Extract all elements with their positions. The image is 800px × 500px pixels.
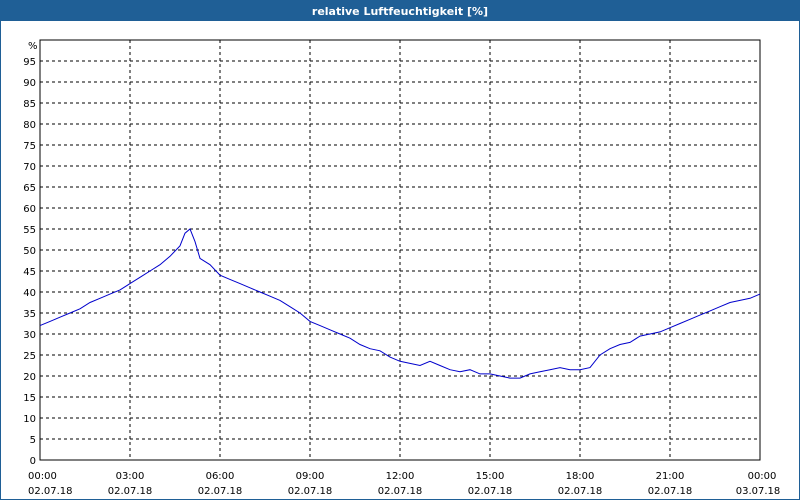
x-tick-time-label: 18:00 <box>566 471 595 482</box>
y-tick-label: 5 <box>30 435 36 446</box>
x-tick-date-label: 02.07.18 <box>378 486 423 497</box>
x-tick-time-label: 06:00 <box>206 471 235 482</box>
y-tick-label: 50 <box>23 246 36 257</box>
y-tick-label: 30 <box>23 330 36 341</box>
chart-titlebar: relative Luftfeuchtigkeit [%] <box>1 1 799 21</box>
x-tick-time-label: 00:00 <box>748 471 777 482</box>
y-tick-label: 80 <box>23 120 36 131</box>
x-tick-date-label: 02.07.18 <box>288 486 333 497</box>
x-tick-date-label: 02.07.18 <box>558 486 603 497</box>
y-tick-label: 70 <box>23 162 36 173</box>
chart-title: relative Luftfeuchtigkeit [%] <box>311 4 489 18</box>
y-tick-label: 90 <box>23 78 36 89</box>
plot-border <box>39 39 761 461</box>
x-tick-time-label: 15:00 <box>476 471 505 482</box>
y-tick-label: 40 <box>23 288 36 299</box>
y-tick-label: 35 <box>23 309 36 320</box>
y-tick-label: 65 <box>23 183 36 194</box>
y-tick-label: 20 <box>23 372 36 383</box>
x-tick-time-label: 00:00 <box>28 471 57 482</box>
x-tick-time-label: 21:00 <box>656 471 685 482</box>
x-tick-date-label: 02.07.18 <box>198 486 243 497</box>
y-tick-label: 0 <box>30 456 36 467</box>
x-tick-date-label: 02.07.18 <box>108 486 153 497</box>
x-tick-date-label: 02.07.18 <box>648 486 693 497</box>
y-axis-ticks: 0 5 10 15 20 25 30 35 40 45 50 55 60 65 70 75 80 85 90 95 <box>23 57 36 467</box>
x-axis-ticks: 00:00 02.07.18 03:00 02.07.18 06:00 02.07.18 0… <box>28 471 780 497</box>
y-tick-label: 15 <box>23 393 36 404</box>
y-tick-label: 55 <box>23 225 36 236</box>
y-tick-label: 95 <box>23 57 36 68</box>
x-tick-date-label: 02.07.18 <box>468 486 513 497</box>
y-axis-unit-label: % <box>28 41 38 52</box>
humidity-series-line <box>39 228 761 379</box>
x-tick-time-label: 03:00 <box>116 471 145 482</box>
y-tick-label: 85 <box>23 99 36 110</box>
y-tick-label: 45 <box>23 267 36 278</box>
x-tick-time-label: 12:00 <box>386 471 415 482</box>
grid-lines <box>40 40 760 460</box>
y-tick-label: 25 <box>23 351 36 362</box>
x-tick-time-label: 09:00 <box>296 471 325 482</box>
y-tick-label: 10 <box>23 414 36 425</box>
y-tick-label: 60 <box>23 204 36 215</box>
y-tick-label: 75 <box>23 141 36 152</box>
x-tick-date-label: 03.07.18 <box>736 486 781 497</box>
x-tick-date-label: 02.07.18 <box>28 486 73 497</box>
